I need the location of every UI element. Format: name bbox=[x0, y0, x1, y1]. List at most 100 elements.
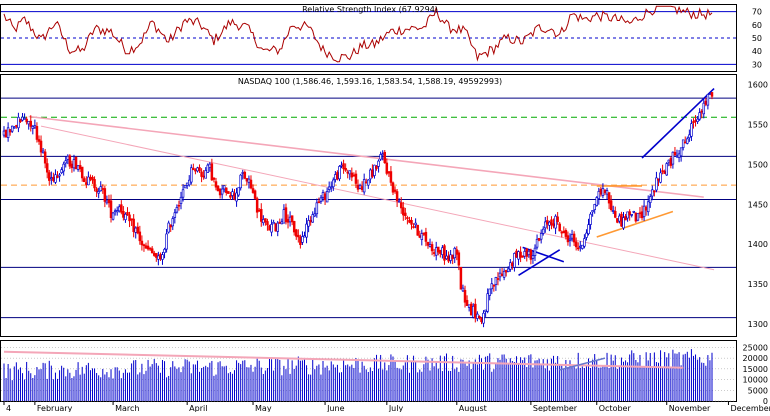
candle-body bbox=[665, 163, 668, 176]
candle-body bbox=[142, 244, 146, 247]
price-tick-label: 1350 bbox=[748, 280, 768, 289]
candle-body bbox=[204, 170, 207, 179]
candle-body bbox=[465, 299, 469, 307]
candle-body bbox=[677, 153, 681, 158]
candle-body bbox=[428, 244, 432, 247]
candle-body bbox=[132, 218, 135, 233]
candle-body bbox=[614, 210, 617, 218]
candle-body bbox=[2, 130, 6, 136]
candle-body bbox=[202, 175, 205, 178]
price-tick-label: 1600 bbox=[748, 81, 768, 90]
candle-body bbox=[126, 212, 129, 216]
candle-body bbox=[630, 213, 633, 216]
candle-body bbox=[350, 172, 354, 178]
candle-body bbox=[165, 233, 168, 250]
candle-body bbox=[208, 163, 212, 168]
candle-body bbox=[451, 254, 454, 259]
candle-body bbox=[482, 312, 485, 324]
candle-body bbox=[406, 217, 409, 219]
candle-body bbox=[152, 252, 156, 256]
candle-body bbox=[597, 191, 601, 199]
candle-body bbox=[325, 191, 329, 203]
candle-body bbox=[54, 174, 57, 183]
candle-body bbox=[364, 181, 368, 184]
x-tick-label: April bbox=[189, 404, 207, 412]
candle-body bbox=[369, 169, 372, 180]
candle-body bbox=[13, 126, 16, 129]
rsi-tick-label: 70 bbox=[752, 8, 762, 17]
volume-tick-label: 10000 bbox=[743, 376, 768, 385]
candle-body bbox=[418, 235, 421, 238]
candle-body bbox=[420, 233, 424, 240]
candle-body bbox=[675, 155, 679, 158]
candle-body bbox=[655, 177, 658, 191]
candle-body bbox=[41, 150, 45, 154]
candle-body bbox=[329, 186, 333, 189]
candle-body bbox=[640, 211, 644, 219]
candle-body bbox=[190, 167, 193, 183]
candle-body bbox=[377, 160, 380, 167]
candle-body bbox=[181, 189, 185, 198]
candle-body bbox=[474, 303, 477, 319]
candle-body bbox=[439, 249, 442, 254]
candle-body bbox=[686, 138, 689, 144]
candle-body bbox=[268, 225, 271, 231]
candle-body bbox=[484, 309, 487, 312]
candle-body bbox=[478, 316, 481, 318]
candle-body bbox=[679, 147, 683, 157]
candle-body bbox=[122, 211, 125, 218]
candle-body bbox=[101, 188, 105, 190]
candle-body bbox=[496, 278, 500, 280]
candle-body bbox=[667, 159, 671, 163]
candle-body bbox=[535, 238, 539, 248]
candle-body bbox=[315, 202, 319, 215]
candle-body bbox=[469, 303, 473, 316]
price-tick-label: 1550 bbox=[748, 120, 768, 129]
candle-body bbox=[556, 216, 559, 223]
rsi-tick-label: 60 bbox=[752, 21, 762, 30]
candle-body bbox=[187, 179, 191, 186]
candle-body bbox=[467, 304, 471, 308]
candle-body bbox=[527, 250, 531, 256]
candle-body bbox=[155, 253, 158, 258]
candle-body bbox=[99, 186, 102, 192]
candle-body bbox=[704, 100, 708, 105]
candle-body bbox=[8, 129, 12, 133]
volume-layer bbox=[1, 347, 736, 402]
rsi-line bbox=[3, 5, 713, 63]
candle-body bbox=[511, 262, 514, 267]
candle-body bbox=[278, 222, 282, 224]
x-tick-label: March bbox=[115, 404, 139, 412]
candle-body bbox=[109, 200, 113, 218]
volume-trendline-blue bbox=[559, 357, 606, 371]
candle-body bbox=[272, 222, 275, 225]
candle-body bbox=[124, 213, 127, 221]
candle-body bbox=[673, 151, 677, 156]
candle-body bbox=[523, 250, 526, 257]
candle-body bbox=[255, 198, 259, 213]
candle-body bbox=[616, 218, 619, 223]
candle-body bbox=[185, 182, 189, 186]
rsi-tick-label: 30 bbox=[752, 60, 762, 69]
candle-body bbox=[52, 176, 55, 181]
candle-body bbox=[251, 188, 255, 193]
candle-body bbox=[634, 212, 638, 222]
candle-body bbox=[599, 188, 603, 195]
candle-body bbox=[280, 221, 284, 225]
candle-body bbox=[76, 165, 80, 170]
candle-body bbox=[519, 251, 522, 258]
candle-body bbox=[97, 191, 100, 194]
candle-body bbox=[607, 192, 611, 204]
candle-body bbox=[562, 231, 566, 234]
candle-body bbox=[303, 235, 306, 238]
candle-body bbox=[488, 288, 491, 296]
candle-body bbox=[696, 118, 699, 122]
candle-body bbox=[564, 230, 568, 237]
candle-body bbox=[282, 209, 286, 224]
candle-body bbox=[220, 188, 224, 195]
candle-body bbox=[494, 277, 498, 285]
candle-body bbox=[212, 177, 216, 180]
candle-body bbox=[426, 241, 430, 246]
candle-body bbox=[342, 163, 345, 170]
candle-body bbox=[348, 170, 352, 175]
